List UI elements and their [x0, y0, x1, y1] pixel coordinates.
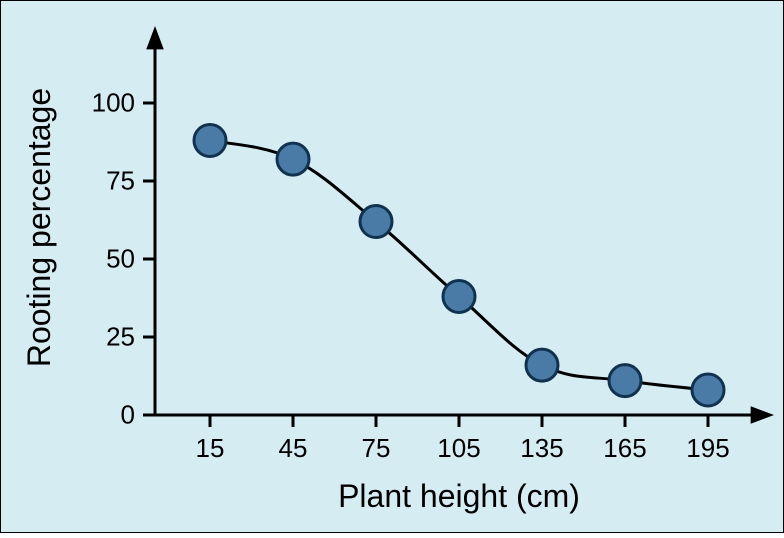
data-point — [609, 365, 641, 397]
x-tick-label: 45 — [279, 433, 308, 463]
y-tick-label: 100 — [92, 88, 135, 118]
y-tick-label: 50 — [106, 244, 135, 274]
x-tick-label: 15 — [196, 433, 225, 463]
data-point — [692, 374, 724, 406]
y-tick-label: 25 — [106, 322, 135, 352]
data-point — [194, 124, 226, 156]
x-axis-label: Plant height (cm) — [338, 478, 580, 514]
chart-container: 15 45 75 105 135 165 195 0 25 50 75 100 Plant height… — [0, 0, 784, 538]
data-point — [360, 206, 392, 238]
data-point — [443, 280, 475, 312]
y-axis-label: Rooting percentage — [21, 88, 57, 367]
x-tick-label: 165 — [603, 433, 646, 463]
rooting-chart: 15 45 75 105 135 165 195 0 25 50 75 100 Plant height… — [0, 0, 784, 533]
x-tick-label: 195 — [686, 433, 729, 463]
x-tick-label: 75 — [362, 433, 391, 463]
x-tick-label: 135 — [520, 433, 563, 463]
y-tick-label: 75 — [106, 166, 135, 196]
y-tick-label: 0 — [121, 400, 135, 430]
data-point — [277, 143, 309, 175]
x-tick-label: 105 — [437, 433, 480, 463]
data-point — [526, 349, 558, 381]
